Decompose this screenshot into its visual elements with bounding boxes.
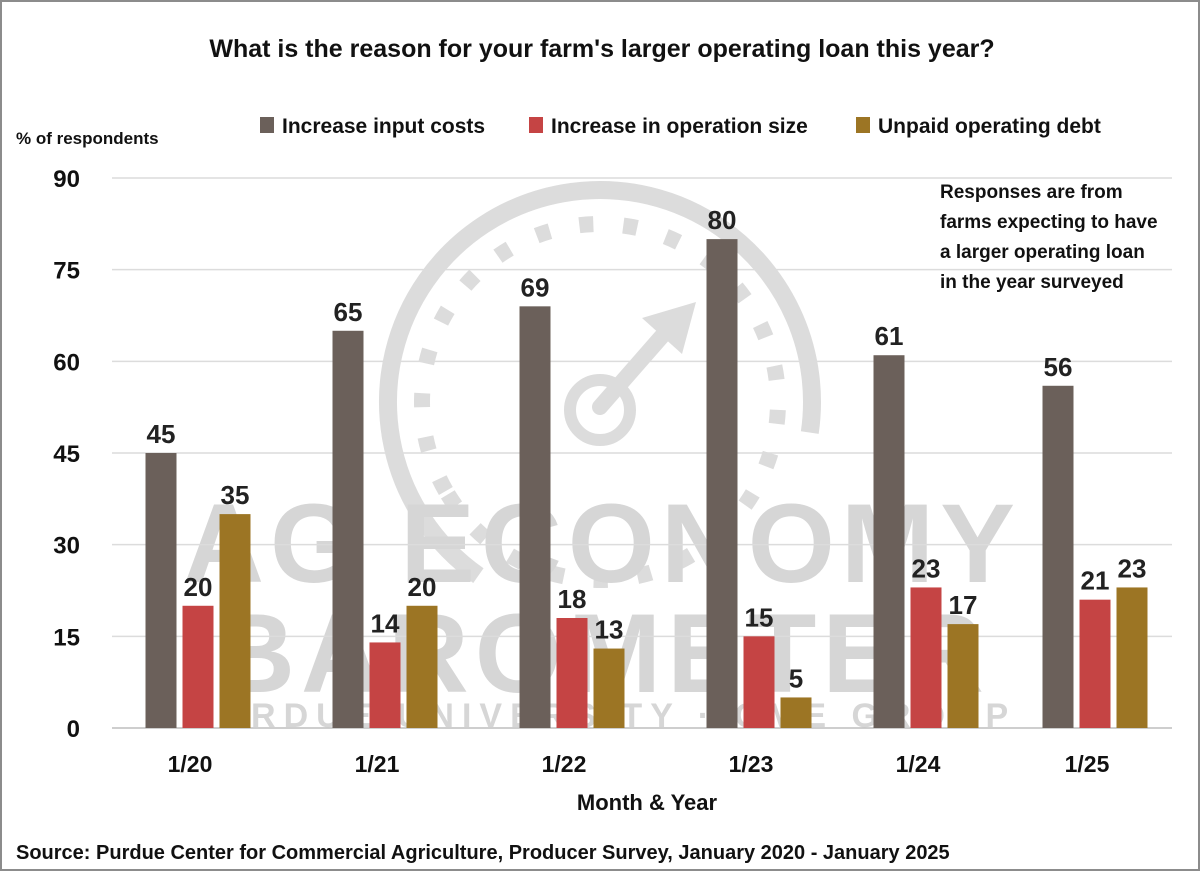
chart-note: Responses are from farms expecting to ha… bbox=[940, 182, 1158, 293]
note-line-4: in the year surveyed bbox=[940, 272, 1124, 293]
bar-unpaid-debt-1-25 bbox=[1116, 587, 1148, 728]
bar-input-costs-1-20 bbox=[145, 453, 177, 728]
bar-unpaid-debt-1-23 bbox=[780, 697, 812, 728]
y-tick-15: 15 bbox=[53, 624, 80, 651]
y-axis-ticks: 0 15 30 45 60 75 90 bbox=[53, 166, 80, 743]
x-axis-label: Month & Year bbox=[577, 790, 718, 815]
data-label-operation-size-1-21: 14 bbox=[371, 608, 400, 638]
data-label-input-costs-1-23: 80 bbox=[708, 205, 737, 235]
x-tick-1-21: 1/21 bbox=[355, 751, 400, 777]
note-line-2: farms expecting to have bbox=[940, 212, 1158, 233]
data-label-operation-size-1-24: 23 bbox=[912, 553, 941, 583]
gridlines bbox=[112, 177, 1172, 729]
data-label-unpaid-debt-1-21: 20 bbox=[408, 572, 437, 602]
bar-operation-size-1-22 bbox=[556, 618, 588, 728]
source-note: Source: Purdue Center for Commercial Agr… bbox=[16, 842, 950, 864]
bar-operation-size-1-20 bbox=[182, 605, 214, 728]
bar-unpaid-debt-1-21 bbox=[406, 605, 438, 728]
bar-input-costs-1-24 bbox=[873, 355, 905, 728]
legend-label-operation-size: Increase in operation size bbox=[551, 115, 808, 138]
bar-unpaid-debt-1-20 bbox=[219, 514, 251, 728]
bar-unpaid-debt-1-22 bbox=[593, 648, 625, 728]
data-label-operation-size-1-25: 21 bbox=[1081, 566, 1110, 596]
bar-operation-size-1-21 bbox=[369, 642, 401, 728]
data-label-unpaid-debt-1-25: 23 bbox=[1118, 553, 1147, 583]
legend: Increase input costs Increase in operati… bbox=[260, 115, 1101, 138]
data-label-unpaid-debt-1-20: 35 bbox=[221, 480, 250, 510]
chart-title: What is the reason for your farm's large… bbox=[209, 35, 994, 63]
x-axis-ticks: 1/20 1/21 1/22 1/23 1/24 1/25 bbox=[168, 751, 1110, 777]
bars bbox=[145, 239, 1148, 728]
data-label-operation-size-1-23: 15 bbox=[745, 602, 774, 632]
bar-input-costs-1-25 bbox=[1042, 385, 1074, 728]
x-tick-1-24: 1/24 bbox=[896, 751, 941, 777]
bar-unpaid-debt-1-24 bbox=[947, 624, 979, 728]
y-axis-label: % of respondents bbox=[16, 129, 159, 148]
legend-label-input-costs: Increase input costs bbox=[282, 115, 485, 138]
y-tick-75: 75 bbox=[53, 258, 80, 285]
bar-operation-size-1-23 bbox=[743, 636, 775, 728]
legend-swatch-unpaid-debt bbox=[856, 117, 870, 133]
bar-operation-size-1-25 bbox=[1079, 599, 1111, 728]
x-tick-1-22: 1/22 bbox=[542, 751, 587, 777]
y-tick-90: 90 bbox=[53, 166, 80, 193]
y-tick-60: 60 bbox=[53, 349, 80, 376]
y-tick-30: 30 bbox=[53, 533, 80, 560]
legend-swatch-operation-size bbox=[529, 117, 543, 133]
legend-swatch-input-costs bbox=[260, 117, 274, 133]
bar-input-costs-1-23 bbox=[706, 239, 738, 728]
watermark-gauge-ring bbox=[379, 181, 822, 623]
data-label-unpaid-debt-1-23: 5 bbox=[789, 663, 803, 693]
data-label-operation-size-1-22: 18 bbox=[558, 584, 587, 614]
data-label-unpaid-debt-1-22: 13 bbox=[595, 615, 624, 645]
bar-input-costs-1-21 bbox=[332, 330, 364, 728]
data-label-input-costs-1-21: 65 bbox=[334, 297, 363, 327]
bar-operation-size-1-24 bbox=[910, 587, 942, 728]
watermark-gauge-ticks bbox=[414, 216, 786, 588]
data-label-input-costs-1-24: 61 bbox=[875, 321, 904, 351]
y-tick-0: 0 bbox=[67, 716, 80, 743]
x-tick-1-23: 1/23 bbox=[729, 751, 774, 777]
x-tick-1-25: 1/25 bbox=[1065, 751, 1110, 777]
y-tick-45: 45 bbox=[53, 441, 80, 468]
x-tick-1-20: 1/20 bbox=[168, 751, 213, 777]
bar-input-costs-1-22 bbox=[519, 306, 551, 728]
note-line-3: a larger operating loan bbox=[940, 242, 1145, 263]
watermark-gauge-needle bbox=[592, 319, 678, 415]
data-label-unpaid-debt-1-24: 17 bbox=[949, 590, 978, 620]
watermark-gauge-hub bbox=[564, 374, 636, 446]
data-label-input-costs-1-25: 56 bbox=[1044, 352, 1073, 382]
data-labels: 45 65 69 80 61 56 20 14 18 15 23 21 35 20 13 5 17 23 bbox=[147, 205, 1147, 693]
watermark-needle-arrow-icon bbox=[642, 302, 696, 354]
data-label-input-costs-1-22: 69 bbox=[521, 272, 550, 302]
legend-label-unpaid-debt: Unpaid operating debt bbox=[878, 115, 1101, 138]
data-label-operation-size-1-20: 20 bbox=[184, 572, 213, 602]
data-label-input-costs-1-20: 45 bbox=[147, 419, 176, 449]
note-line-1: Responses are from bbox=[940, 182, 1123, 203]
